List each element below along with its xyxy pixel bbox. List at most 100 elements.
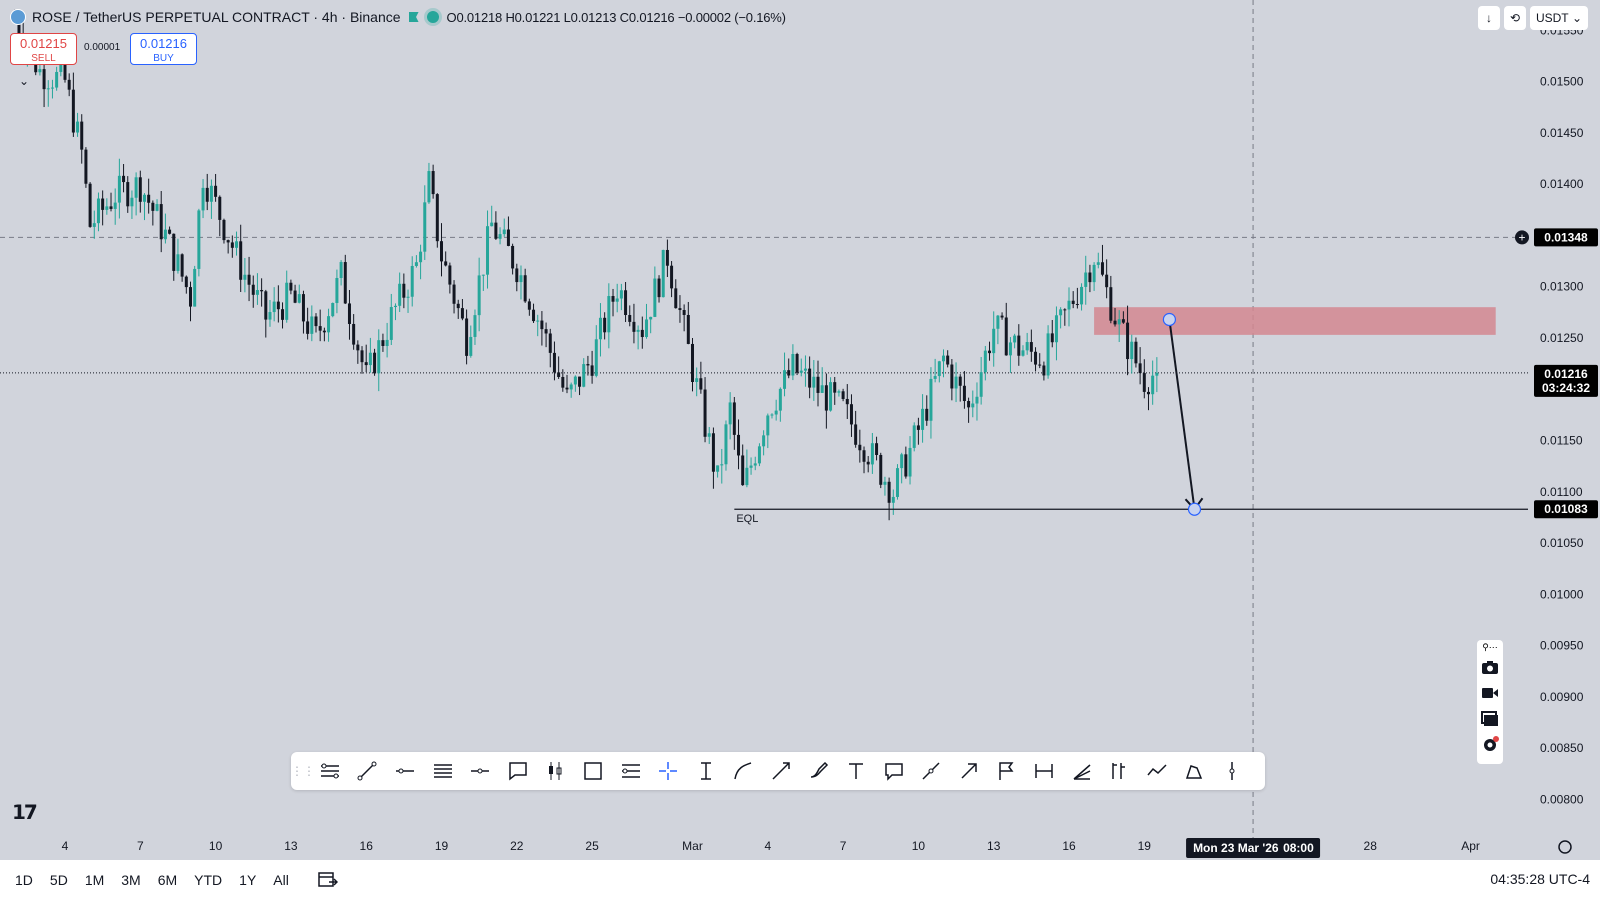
candle-body [988, 350, 992, 354]
date-range-icon[interactable] [1025, 756, 1063, 786]
x-tick-label: 4 [62, 839, 69, 853]
candle-body [197, 210, 201, 269]
candle-body [122, 175, 126, 183]
camera-icon[interactable] [1479, 654, 1501, 680]
pen-icon[interactable] [1176, 756, 1214, 786]
parallel-channel-icon[interactable] [424, 756, 462, 786]
candle-body [431, 171, 435, 195]
video-icon[interactable] [1479, 680, 1501, 706]
calendar-icon[interactable] [318, 870, 338, 891]
y-tick-label: 0.01450 [1540, 126, 1584, 140]
multiline-icon[interactable] [311, 756, 349, 786]
arrow-line-icon[interactable] [762, 756, 800, 786]
candle-body [515, 268, 519, 283]
crosshair-price-badge[interactable] [1534, 228, 1598, 247]
arrow-line[interactable] [1168, 319, 1196, 510]
candle-body [176, 254, 180, 271]
range-5d-button[interactable]: 5D [49, 872, 68, 888]
arrow-start-handle[interactable] [1162, 312, 1177, 327]
callout-icon[interactable] [499, 756, 537, 786]
vertical-line-icon[interactable] [1213, 756, 1251, 786]
range-1y-button[interactable]: 1Y [239, 872, 257, 888]
text-icon[interactable] [837, 756, 875, 786]
x-tick-label: 19 [1138, 839, 1152, 853]
settings-icon[interactable] [1479, 732, 1501, 758]
candle-body [904, 454, 908, 477]
candle-body [921, 408, 925, 430]
tradingview-logo[interactable]: 𝟭𝟳 [12, 802, 38, 824]
candles-icon[interactable] [537, 756, 575, 786]
range-1m-button[interactable]: 1M [84, 872, 105, 888]
flag-icon[interactable] [988, 756, 1026, 786]
horizontal-line-icon[interactable] [461, 756, 499, 786]
arrow-end-handle[interactable] [1187, 502, 1202, 516]
sell-button[interactable]: 0.01215 SELL [10, 33, 77, 65]
range-ytd-button[interactable]: YTD [194, 872, 223, 888]
trend-line-icon[interactable] [349, 756, 387, 786]
chevron-down-icon[interactable]: ⌄ [18, 74, 30, 88]
candle-body [481, 274, 485, 276]
crosshair-time-text: Mon 23 Mar '26 [1193, 841, 1279, 855]
candle-body [180, 254, 184, 277]
candle-body [745, 467, 749, 486]
candle-body [297, 294, 301, 303]
sync-icon[interactable]: ⟲ [1504, 6, 1526, 30]
candle-body [1100, 262, 1104, 275]
candle-body [205, 187, 209, 202]
axis-settings-icon[interactable] [1558, 840, 1572, 854]
y-tick-label: 0.00950 [1540, 639, 1584, 653]
path-icon[interactable] [913, 756, 951, 786]
y-tick-label: 0.01100 [1540, 485, 1583, 499]
clock[interactable]: 04:35:28 UTC-4 [1490, 871, 1590, 887]
comment-icon[interactable] [875, 756, 913, 786]
supply-zone[interactable] [1094, 307, 1496, 335]
candle-body [389, 307, 393, 340]
candle-body [444, 261, 448, 266]
range-1d-button[interactable]: 1D [15, 872, 33, 888]
range-3m-button[interactable]: 3M [121, 872, 141, 888]
last-price-badge[interactable] [1534, 364, 1598, 397]
eql-price-badge[interactable] [1534, 500, 1598, 519]
horizontal-ray-icon[interactable] [386, 756, 424, 786]
candle-body [737, 434, 741, 456]
link-icon[interactable]: ⚲⋯ [1482, 641, 1498, 652]
candle-body [632, 321, 636, 332]
candle-body [218, 196, 222, 220]
curve-icon[interactable] [725, 756, 763, 786]
price-axis[interactable] [1530, 0, 1600, 860]
add-alert-icon[interactable] [1515, 230, 1529, 245]
candle-body [71, 89, 75, 133]
position-icon[interactable] [1100, 756, 1138, 786]
fib-icon[interactable] [612, 756, 650, 786]
currency-select[interactable]: USDT ⌄ [1530, 6, 1588, 30]
candle-body [339, 262, 343, 278]
buy-button[interactable]: 0.01216 BUY [130, 33, 197, 65]
candle-body [398, 283, 402, 306]
zigzag-icon[interactable] [1138, 756, 1176, 786]
pair-label[interactable]: / TetherUS PERPETUAL CONTRACT · 4h · Bin… [75, 9, 401, 25]
candle-body [778, 388, 782, 411]
brush-icon[interactable] [800, 756, 838, 786]
candle-body [239, 241, 243, 280]
grip-icon[interactable]: ⋮⋮ [291, 764, 315, 778]
candle-body [808, 368, 812, 388]
layout-icon[interactable] [1479, 706, 1501, 732]
flag-icon[interactable] [408, 12, 419, 22]
rectangle-icon[interactable] [574, 756, 612, 786]
candle-body [456, 303, 460, 309]
candle-body [214, 185, 218, 197]
fib-fan-icon[interactable] [1063, 756, 1101, 786]
price-chart[interactable]: 0.015500.015000.014500.014000.013500.013… [0, 0, 1600, 860]
candle-body [670, 265, 674, 289]
candle-body [1088, 272, 1092, 283]
range-all-button[interactable]: All [273, 872, 289, 888]
x-tick-label: 25 [585, 839, 599, 853]
download-icon[interactable]: ↓ [1478, 6, 1500, 30]
symbol-label[interactable]: ROSE [32, 9, 72, 25]
crosshair-icon[interactable] [649, 756, 687, 786]
candle-body [791, 354, 795, 376]
price-range-icon[interactable] [687, 756, 725, 786]
range-6m-button[interactable]: 6M [157, 872, 178, 888]
candle-body [854, 424, 858, 445]
arrow-icon[interactable] [950, 756, 988, 786]
